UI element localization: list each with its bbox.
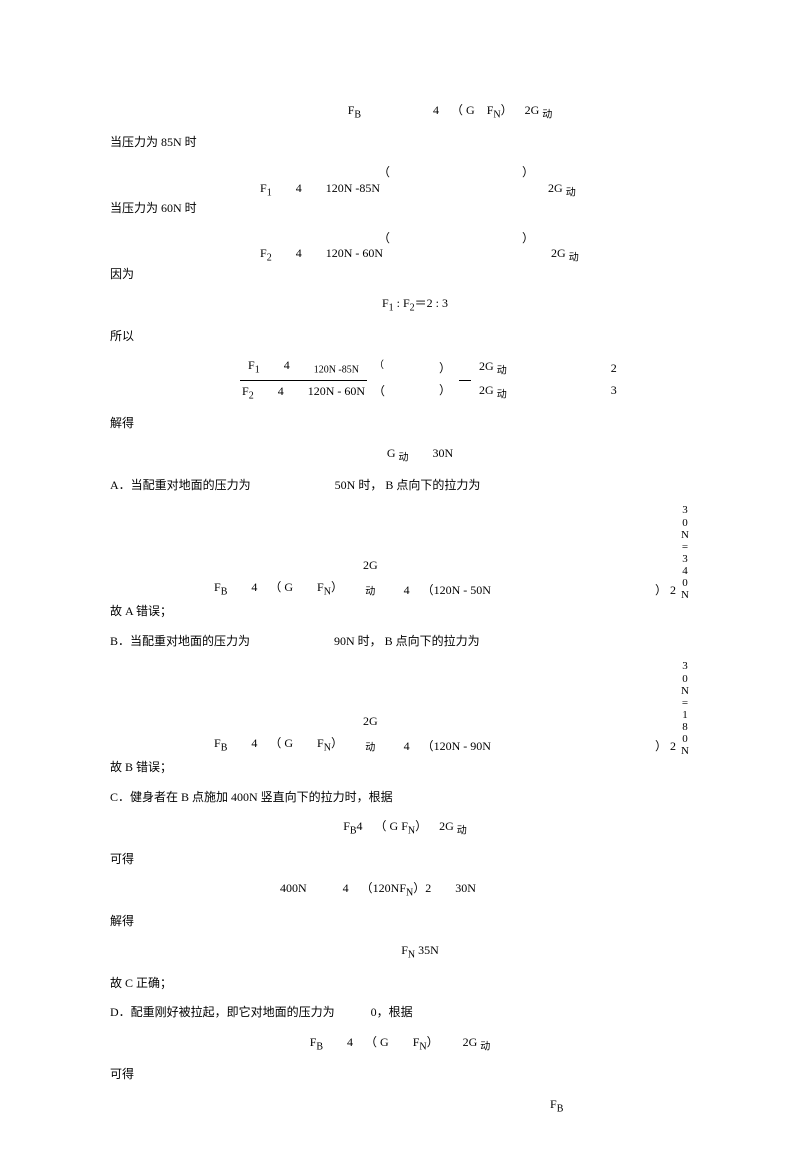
document-page: FB 4 （ G FN） 2G 动 当压力为 85N 时 （ ） F1 4 12… xyxy=(0,0,800,1166)
optC-eq1: FB4 （ G FN） 2G 动 xyxy=(110,816,690,840)
optA-vertical: 30N=340N xyxy=(680,504,690,601)
formula-header: FB 4 （ G FN） 2G 动 xyxy=(110,100,690,124)
fraction-paren-r: （ （ xyxy=(371,357,387,402)
label-so: 所以 xyxy=(110,326,690,348)
optB-vertical: 30N=180N xyxy=(680,660,690,757)
optA-left: FB 4 （ G FN） xyxy=(214,577,343,601)
eq5: G 动 30N xyxy=(110,443,690,467)
fraction-right: 2G 动 2G 动 xyxy=(477,356,509,405)
eq-text: FB 4 （ G FN） 2G 动 xyxy=(348,103,553,117)
option-a-eq-row: FB 4 （ G FN） 2G 动 4 （120N - 50N ） 2 30N=… xyxy=(110,504,690,601)
optD-eq: FB 4 （ G FN） 2G 动 xyxy=(110,1032,690,1056)
option-a: A．当配重对地面的压力为 50N 时， B 点向下的拉力为 xyxy=(110,475,690,497)
fraction-result: 2 3 xyxy=(609,358,619,401)
option-b-eq-row: FB 4 （ G FN） 2G 动 4 （120N - 90N ） 2 30N=… xyxy=(110,660,690,757)
optA-right: 4 （120N - 50N xyxy=(404,580,491,602)
optA-mid: 2G 动 xyxy=(363,555,378,601)
frac-den: F2 4 120N - 60N xyxy=(240,381,367,405)
option-b: B．当配重对地面的压力为 90N 时， B 点向下的拉力为 xyxy=(110,631,690,653)
fraction-main: F1 4 120N -85N F2 4 120N - 60N xyxy=(240,355,367,405)
optB-paren: ） 2 xyxy=(655,736,676,758)
optC-label3: 解得 xyxy=(110,911,690,933)
optC-eq2: 400N 4 （120NFN）2 30N xyxy=(110,878,690,902)
fraction-mid-bar xyxy=(459,358,471,402)
optD-fb: FB xyxy=(110,1094,690,1118)
fraction-row: F1 4 120N -85N F2 4 120N - 60N （ （ ） ） 2… xyxy=(110,355,690,405)
optA-paren: ） 2 xyxy=(655,580,676,602)
eq3: F1 : F2＝2 : 3 xyxy=(110,293,690,317)
optC-right: 故 C 正确； xyxy=(110,973,690,995)
optB-right: 4 （120N - 90N xyxy=(404,736,491,758)
optC-label2: 可得 xyxy=(110,849,690,871)
option-d: D．配重刚好被拉起，即它对地面的压力为 0，根据 xyxy=(110,1002,690,1024)
optB-left: FB 4 （ G FN） xyxy=(214,733,343,757)
optD-label: 可得 xyxy=(110,1064,690,1086)
optB-mid: 2G 动 xyxy=(363,711,378,757)
label-85n: 当压力为 85N 时 xyxy=(110,132,690,154)
fraction-paren-close: ） ） xyxy=(437,358,453,401)
optA-wrong: 故 A 错误； xyxy=(110,601,690,623)
frac-num: F1 4 120N -85N xyxy=(240,355,367,380)
option-c: C．健身者在 B 点施加 400N 竖直向下的拉力时，根据 xyxy=(110,787,690,809)
label-solve1: 解得 xyxy=(110,413,690,435)
optB-wrong: 故 B 错误； xyxy=(110,757,690,779)
optC-eq3: FN 35N xyxy=(110,940,690,964)
